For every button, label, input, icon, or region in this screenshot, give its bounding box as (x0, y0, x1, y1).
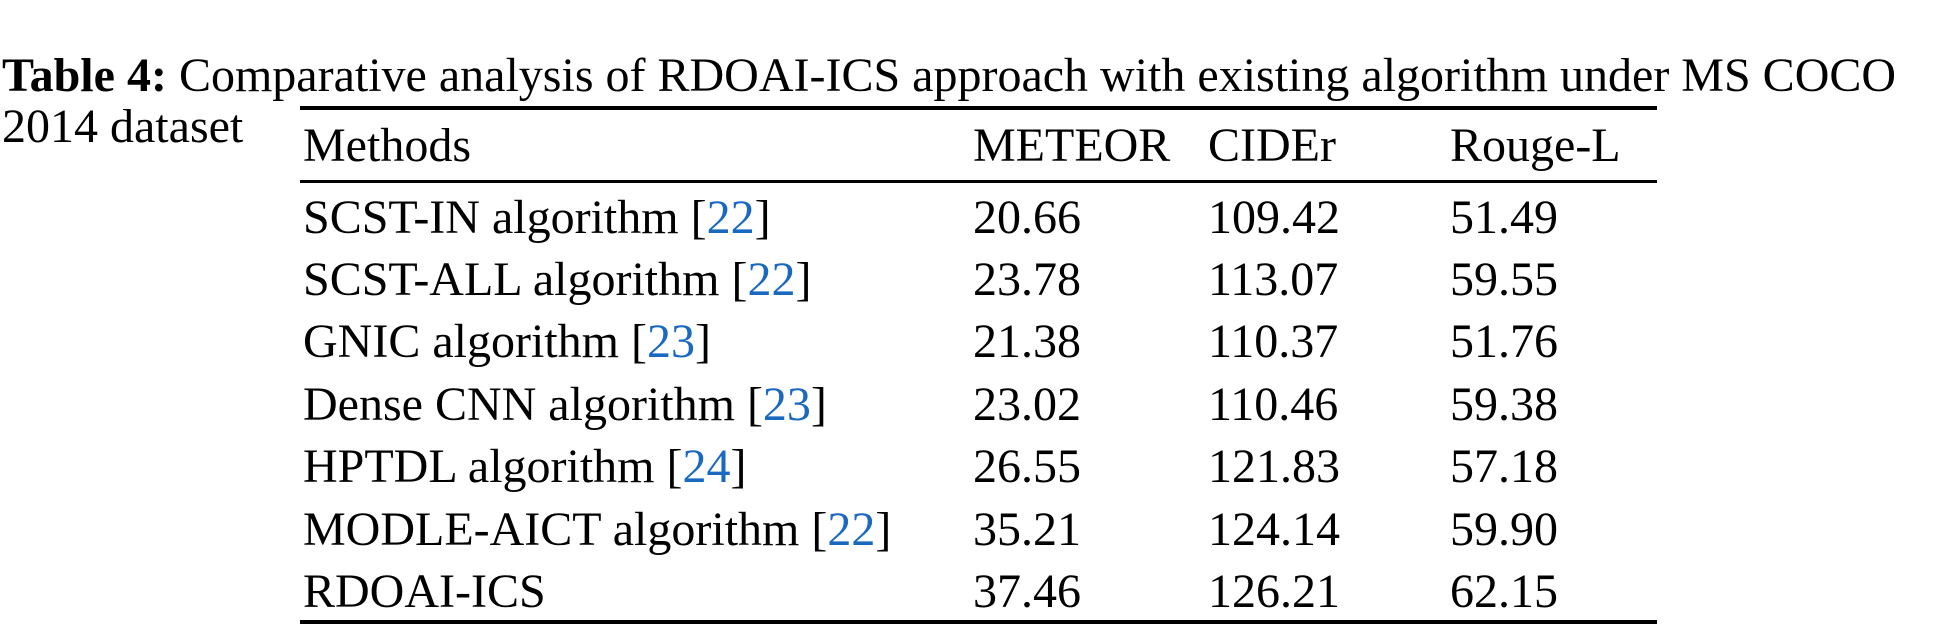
citation-link[interactable]: 22 (827, 502, 876, 556)
table-row: HPTDL algorithm [24] 26.55 121.83 57.18 (300, 433, 1657, 495)
method-cell: RDOAI-ICS (300, 558, 970, 619)
meteor-value: 23.78 (973, 253, 1081, 307)
cider-value: 113.07 (1208, 253, 1339, 307)
column-header-methods: Methods (303, 118, 471, 172)
cider-value: 126.21 (1208, 565, 1340, 619)
table-caption-text: Comparative analysis of RDOAI-ICS approa… (2, 49, 1897, 153)
method-cell: HPTDL algorithm [24] (300, 433, 970, 494)
citation-bracket-open: [ (678, 190, 707, 244)
citation-bracket-close: ] (875, 502, 892, 556)
table-row: GNIC algorithm [23] 21.38 110.37 51.76 (300, 308, 1657, 370)
table-row: SCST-IN algorithm [22] 20.66 109.42 51.4… (300, 183, 1657, 245)
method-cell: SCST-IN algorithm [22] (300, 184, 970, 245)
results-table: Methods METEOR CIDEr Rouge-L SCST-IN alg… (300, 106, 1657, 624)
citation-link[interactable]: 23 (762, 377, 811, 431)
cider-value: 124.14 (1208, 502, 1340, 556)
citation-bracket-close: ] (730, 440, 747, 494)
citation-link[interactable]: 23 (646, 315, 695, 369)
method-name: SCST-IN algorithm (303, 190, 679, 244)
column-header-meteor: METEOR (973, 118, 1171, 172)
table-row: SCST-ALL algorithm [22] 23.78 113.07 59.… (300, 245, 1657, 307)
citation-bracket-close: ] (810, 377, 827, 431)
table-header-row: Methods METEOR CIDEr Rouge-L (300, 106, 1657, 183)
meteor-value: 21.38 (973, 315, 1081, 369)
method-cell: MODLE-AICT algorithm [22] (300, 496, 970, 557)
citation-link[interactable]: 22 (706, 190, 755, 244)
citation-bracket-open: [ (734, 377, 763, 431)
rouge-l-value: 57.18 (1450, 440, 1558, 494)
meteor-value: 23.02 (973, 377, 1081, 431)
citation-bracket-open: [ (618, 315, 647, 369)
method-name: GNIC algorithm (303, 315, 619, 369)
rouge-l-value: 51.49 (1450, 190, 1558, 244)
method-cell: SCST-ALL algorithm [22] (300, 246, 970, 307)
method-name: MODLE-AICT algorithm (303, 502, 800, 556)
citation-bracket-open: [ (719, 253, 748, 307)
citation-link[interactable]: 22 (747, 253, 796, 307)
meteor-value: 26.55 (973, 440, 1081, 494)
method-cell: GNIC algorithm [23] (300, 308, 970, 369)
rouge-l-value: 59.38 (1450, 377, 1558, 431)
rouge-l-value: 59.90 (1450, 502, 1558, 556)
method-name: HPTDL algorithm (303, 440, 655, 494)
table-caption: Table 4: Comparative analysis of RDOAI-I… (2, 50, 1952, 152)
meteor-value: 35.21 (973, 502, 1081, 556)
meteor-value: 37.46 (973, 565, 1081, 619)
citation-bracket-close: ] (754, 190, 771, 244)
rouge-l-value: 62.15 (1450, 565, 1558, 619)
cider-value: 110.46 (1208, 377, 1339, 431)
citation-bracket-close: ] (795, 253, 812, 307)
citation-bracket-open: [ (799, 502, 828, 556)
rouge-l-value: 51.76 (1450, 315, 1558, 369)
citation-bracket-open: [ (654, 440, 683, 494)
citation-bracket-close: ] (694, 315, 711, 369)
method-cell: Dense CNN algorithm [23] (300, 371, 970, 432)
method-name: RDOAI-ICS (303, 565, 546, 619)
column-header-rouge-l: Rouge-L (1450, 118, 1621, 172)
method-name: Dense CNN algorithm (303, 377, 735, 431)
citation-link[interactable]: 24 (682, 440, 731, 494)
method-name: SCST-ALL algorithm (303, 253, 720, 307)
meteor-value: 20.66 (973, 190, 1081, 244)
cider-value: 109.42 (1208, 190, 1340, 244)
cider-value: 121.83 (1208, 440, 1340, 494)
cider-value: 110.37 (1208, 315, 1339, 369)
table-row: MODLE-AICT algorithm [22] 35.21 124.14 5… (300, 495, 1657, 557)
column-header-cider: CIDEr (1208, 118, 1336, 172)
rouge-l-value: 59.55 (1450, 253, 1558, 307)
table-body: SCST-IN algorithm [22] 20.66 109.42 51.4… (300, 183, 1657, 624)
table-caption-label: Table 4: (2, 49, 167, 102)
table-row: Dense CNN algorithm [23] 23.02 110.46 59… (300, 370, 1657, 432)
table-row: RDOAI-ICS 37.46 126.21 62.15 (300, 557, 1657, 619)
